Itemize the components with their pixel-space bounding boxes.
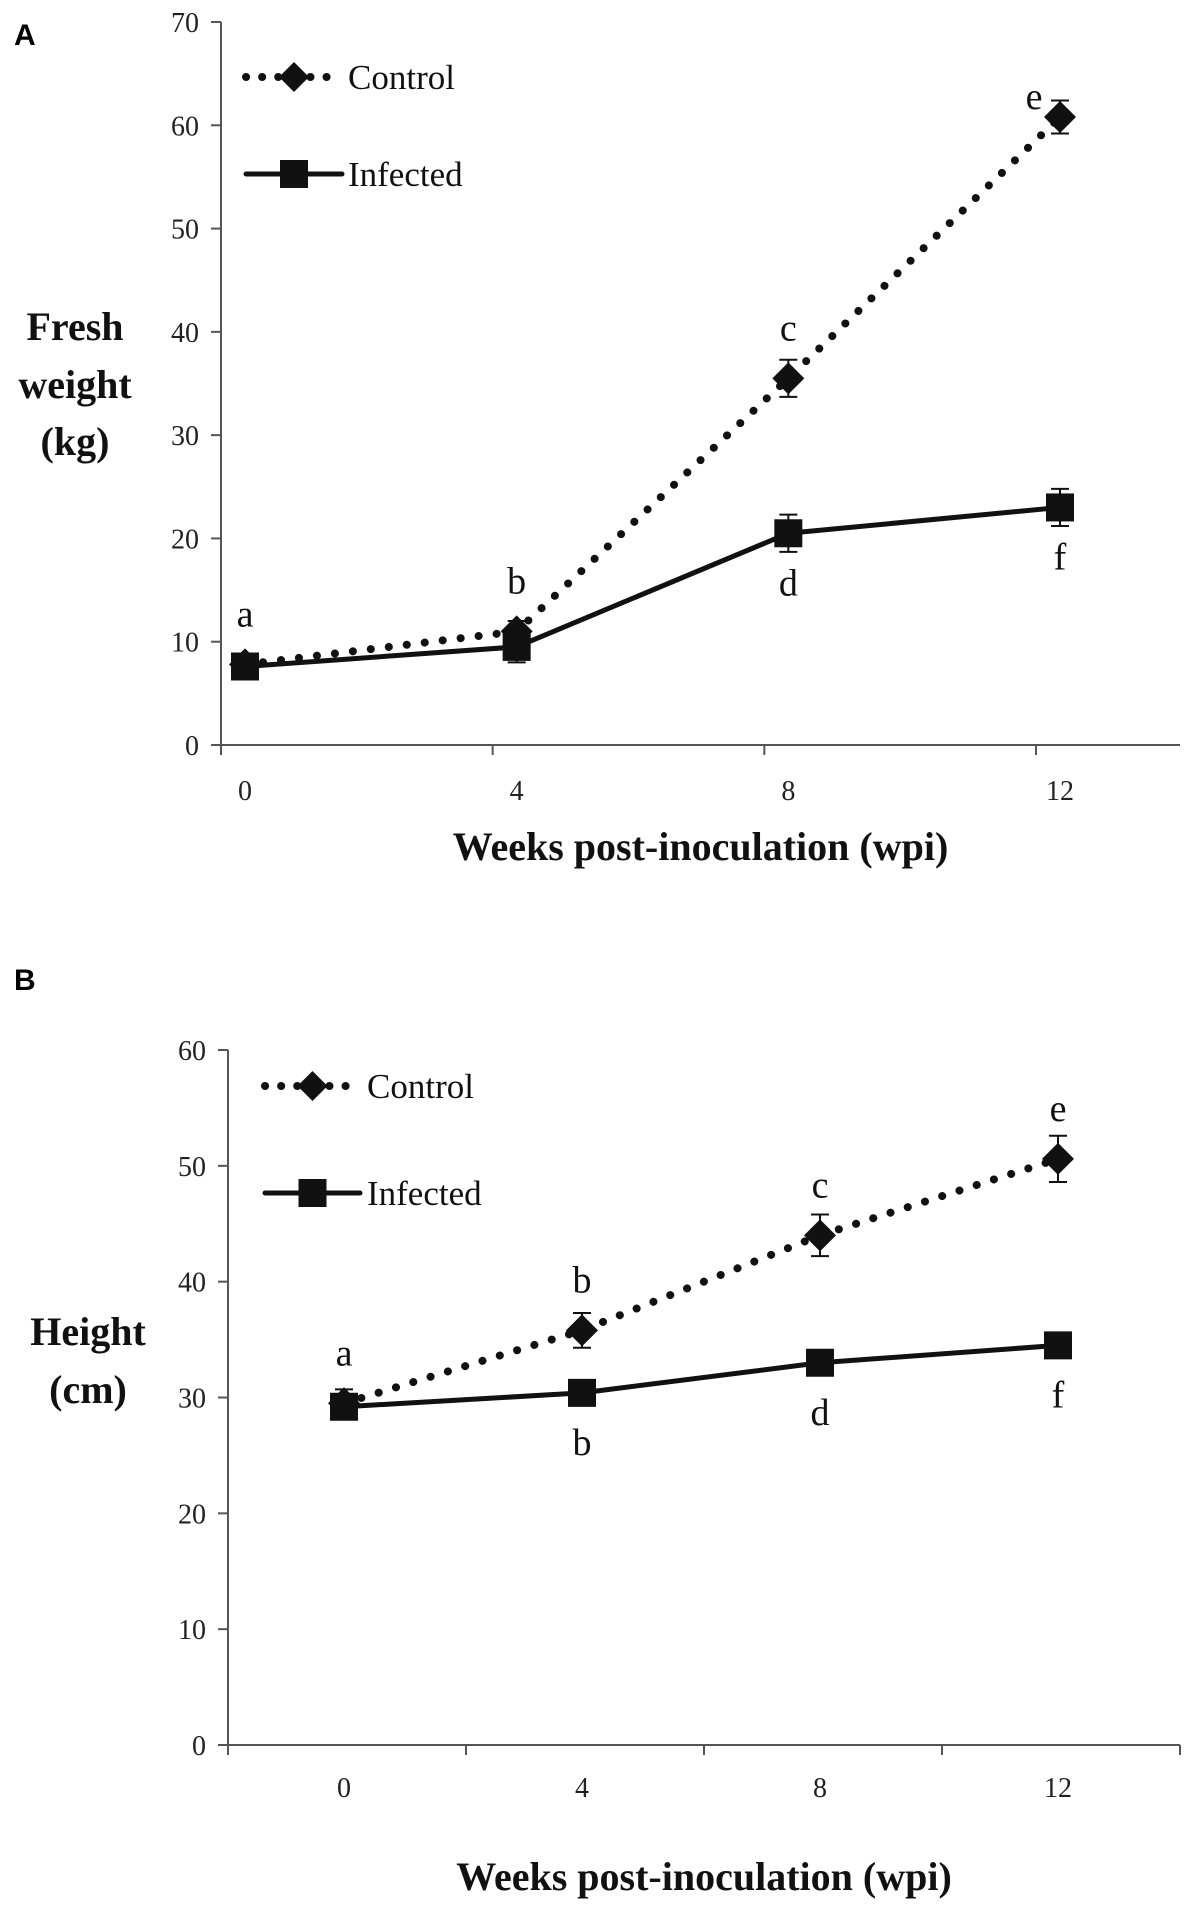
x-tick-label: 4 <box>510 776 524 807</box>
y-tick-label: 30 <box>178 1384 206 1415</box>
y-tick-label: 30 <box>171 421 199 452</box>
significance-letter: e <box>1050 1088 1067 1130</box>
data-point-infected <box>806 1348 834 1377</box>
legend: Control Infected <box>242 58 463 194</box>
y-tick-label: 0 <box>192 1731 206 1762</box>
y-axis-title-line: (cm) <box>49 1367 127 1412</box>
x-tick-label: 4 <box>575 1773 589 1804</box>
y-tick-label: 0 <box>185 731 199 762</box>
x-tick-label: 8 <box>781 776 795 807</box>
legend-marker-square <box>298 1179 327 1207</box>
y-tick-label: 60 <box>171 111 199 142</box>
series-infected <box>330 1331 1072 1421</box>
series-infected <box>231 487 1074 681</box>
panel-letter: B <box>14 964 36 997</box>
legend-label: Control <box>348 58 455 97</box>
legend-marker-diamond <box>297 1071 328 1101</box>
significance-letter: c <box>812 1164 829 1206</box>
significance-letter: f <box>1054 536 1067 578</box>
y-axis-title-line: weight <box>18 362 132 407</box>
series-line-infected <box>242 504 1063 670</box>
y-axis-title-line: Fresh <box>26 304 123 349</box>
data-point-infected <box>1044 1331 1072 1360</box>
data-point-infected <box>774 519 803 548</box>
y-tick-label: 50 <box>178 1152 206 1183</box>
panel-letter: A <box>14 19 36 52</box>
x-tick-label: 12 <box>1046 776 1074 807</box>
significance-letter: d <box>779 562 798 604</box>
y-tick-label: 60 <box>178 1036 206 1067</box>
y-tick-label: 20 <box>178 1499 206 1530</box>
x-tick-label: 0 <box>238 776 252 807</box>
significance-letter: f <box>1052 1374 1065 1416</box>
y-tick-label: 10 <box>178 1615 206 1646</box>
y-tick-label: 10 <box>171 628 199 659</box>
significance-letter: b <box>507 560 526 602</box>
data-point-infected <box>568 1378 596 1407</box>
data-point-infected <box>330 1392 358 1421</box>
y-tick-label: 40 <box>178 1268 206 1299</box>
y-tick-label: 70 <box>171 8 199 39</box>
y-tick-label: 20 <box>171 524 199 555</box>
legend: Control Infected <box>261 1067 482 1213</box>
data-point-infected <box>231 652 259 681</box>
panel-a: A 0 10 20 30 40 50 60 70 0 4 8 12 Weeks post-inoculat… <box>14 8 1180 869</box>
data-point-control <box>1044 101 1076 134</box>
legend-label: Control <box>367 1067 474 1106</box>
data-point-infected <box>502 632 531 661</box>
series-line-control <box>340 1154 1062 1408</box>
x-axis-title: Weeks post-inoculation (wpi) <box>456 1854 952 1899</box>
significance-letter: b <box>573 1259 592 1301</box>
data-point-infected <box>1046 493 1074 522</box>
data-point-control <box>566 1314 598 1347</box>
legend-label: Infected <box>367 1174 482 1213</box>
significance-letter: d <box>811 1392 830 1434</box>
y-tick-label: 50 <box>171 215 199 246</box>
y-axis-title-line: (kg) <box>41 419 110 464</box>
significance-letter: e <box>1026 76 1043 118</box>
series-line-infected <box>341 1342 1061 1410</box>
series-line-control <box>241 113 1064 669</box>
data-point-control <box>804 1219 836 1252</box>
legend-marker-square <box>280 160 308 188</box>
data-point-control <box>1042 1142 1074 1175</box>
y-tick-label: 40 <box>171 318 199 349</box>
data-point-control <box>772 362 805 395</box>
x-tick-label: 8 <box>813 1773 827 1804</box>
significance-letter: b <box>573 1422 592 1464</box>
panel-b: B 0 10 20 30 40 50 60 0 4 8 12 Weeks post-inoculatio… <box>14 964 1181 1899</box>
x-axis-title: Weeks post-inoculation (wpi) <box>453 824 949 869</box>
legend-marker-diamond <box>279 62 309 92</box>
significance-letter: c <box>780 307 797 349</box>
significance-letter: a <box>336 1332 353 1374</box>
x-tick-label: 0 <box>337 1773 351 1804</box>
x-tick-label: 12 <box>1044 1773 1072 1804</box>
y-axis-title-line: Height <box>30 1309 146 1354</box>
legend-label: Infected <box>348 155 463 194</box>
significance-letter: a <box>237 593 254 635</box>
